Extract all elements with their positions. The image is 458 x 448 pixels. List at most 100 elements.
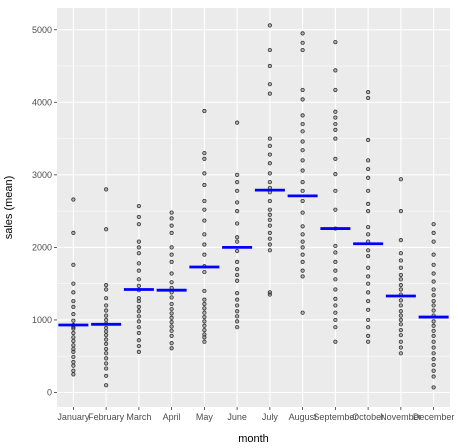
data-point [333, 109, 338, 114]
data-point [267, 242, 272, 247]
data-point [71, 359, 76, 365]
data-point [202, 232, 207, 237]
data-point [398, 272, 403, 278]
data-point [169, 301, 174, 307]
data-point [300, 210, 305, 215]
data-point [71, 312, 76, 317]
data-point [366, 333, 371, 339]
data-point [398, 351, 403, 356]
data-point [267, 217, 272, 222]
data-point [267, 292, 272, 297]
data-point [333, 68, 338, 73]
data-point [398, 328, 403, 333]
data-point [71, 326, 76, 331]
data-point [202, 332, 207, 337]
data-point [169, 245, 174, 250]
data-point [398, 298, 403, 303]
data-point [136, 338, 141, 343]
data-point [202, 301, 207, 307]
data-point [333, 303, 338, 308]
data-point [398, 309, 403, 314]
data-point [169, 252, 174, 257]
data-point [366, 290, 371, 295]
y-tick-label: 1000 [32, 315, 52, 325]
data-point [169, 280, 174, 285]
plot-panel [57, 8, 450, 407]
data-point [104, 313, 109, 318]
data-point [333, 127, 338, 132]
data-point [136, 304, 141, 309]
data-point [136, 268, 141, 273]
data-point [202, 306, 207, 311]
data-point [300, 47, 305, 53]
data-point [202, 150, 207, 156]
data-point [267, 63, 272, 69]
data-point [300, 139, 305, 144]
data-point [267, 171, 272, 176]
x-tick-label: September [313, 412, 357, 422]
data-point [202, 335, 207, 340]
data-point [267, 143, 272, 148]
x-tick-label: October [352, 412, 384, 422]
x-tick-label: November [380, 412, 422, 422]
data-point [136, 343, 141, 349]
data-point [300, 40, 305, 45]
x-tick-label: June [227, 412, 247, 422]
data-point [235, 309, 240, 314]
data-point [169, 223, 174, 228]
data-point [267, 236, 272, 241]
data-point [71, 363, 76, 368]
data-point [267, 152, 272, 157]
data-point [136, 349, 141, 354]
data-point [366, 175, 371, 180]
data-point [300, 274, 305, 279]
data-point [104, 337, 109, 342]
x-tick-label: August [289, 412, 318, 422]
data-point [300, 148, 305, 153]
data-point [333, 115, 338, 120]
data-point [71, 338, 76, 344]
data-point [136, 277, 141, 282]
data-point [104, 325, 109, 331]
data-point [431, 287, 436, 292]
data-point [267, 180, 272, 185]
data-point [235, 272, 240, 278]
data-point [366, 265, 371, 270]
data-point [300, 113, 305, 118]
data-point [333, 207, 338, 212]
data-point [235, 314, 240, 319]
data-point [104, 187, 109, 192]
x-tick-label: January [57, 412, 90, 422]
data-point [202, 319, 207, 324]
data-point [398, 345, 403, 350]
data-point [235, 235, 240, 240]
data-point [333, 339, 338, 344]
data-point [235, 303, 240, 308]
data-point [333, 243, 338, 249]
data-point [202, 252, 207, 257]
data-point [398, 251, 403, 256]
data-point [104, 287, 109, 292]
data-point [202, 242, 207, 247]
data-point [431, 362, 436, 368]
data-point [202, 108, 207, 114]
data-point [136, 325, 141, 330]
data-point [71, 330, 76, 336]
data-point [267, 91, 272, 96]
data-point [366, 307, 371, 312]
data-point [235, 267, 240, 272]
data-point [169, 315, 174, 320]
data-point [431, 368, 436, 373]
data-point [431, 308, 436, 313]
data-point [104, 308, 109, 313]
data-point [366, 201, 371, 206]
data-point [267, 23, 272, 28]
data-point [104, 317, 109, 323]
data-point [398, 265, 403, 270]
x-axis-title: month [238, 433, 269, 445]
data-point [202, 218, 207, 223]
data-point [235, 291, 240, 296]
data-point [267, 223, 272, 228]
data-point [398, 238, 403, 243]
